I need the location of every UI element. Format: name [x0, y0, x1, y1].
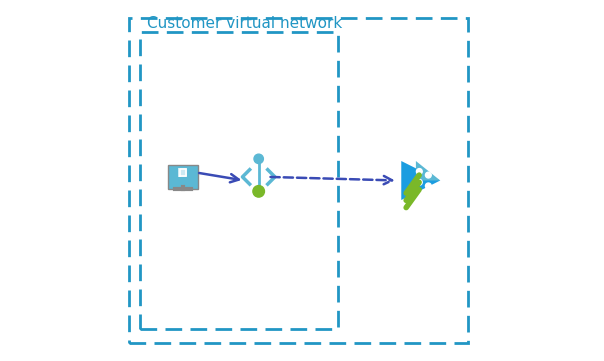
Polygon shape	[401, 161, 440, 200]
Polygon shape	[416, 161, 440, 180]
Circle shape	[416, 179, 422, 185]
FancyBboxPatch shape	[167, 165, 198, 188]
Text: Customer virtual network: Customer virtual network	[147, 16, 342, 31]
Circle shape	[425, 183, 431, 189]
Circle shape	[416, 169, 422, 174]
Circle shape	[425, 172, 431, 178]
FancyBboxPatch shape	[178, 168, 187, 177]
Circle shape	[254, 154, 263, 164]
Circle shape	[253, 186, 265, 197]
